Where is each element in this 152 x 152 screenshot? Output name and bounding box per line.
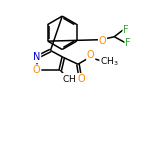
Text: F: F [123, 25, 129, 35]
Text: CH$_3$: CH$_3$ [100, 55, 119, 67]
Text: O: O [87, 50, 95, 60]
Text: F: F [125, 38, 131, 48]
Text: N: N [33, 52, 40, 62]
Text: CH$_3$: CH$_3$ [62, 74, 80, 86]
Text: O: O [33, 65, 41, 75]
Text: O: O [77, 74, 85, 84]
Text: O: O [99, 36, 106, 46]
